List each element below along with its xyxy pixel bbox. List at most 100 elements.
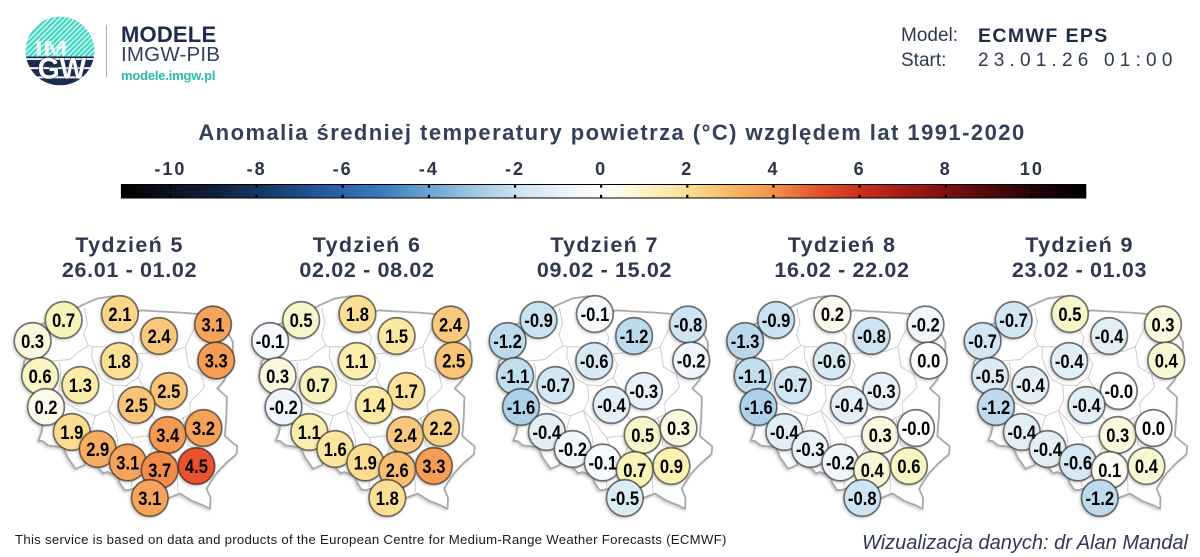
svg-text:-0.4: -0.4 [835,395,864,417]
svg-text:-0.7: -0.7 [999,310,1028,332]
svg-text:-0.9: -0.9 [762,310,791,332]
svg-text:1.9: 1.9 [60,422,83,444]
svg-text:-0.2: -0.2 [558,439,587,461]
svg-text:0.2: 0.2 [35,397,58,419]
svg-text:-0.2: -0.2 [269,397,298,419]
svg-text:1.1: 1.1 [345,351,368,373]
svg-text:0.3: 0.3 [869,425,892,447]
svg-text:0.5: 0.5 [1058,304,1081,326]
svg-text:-0.7: -0.7 [968,331,997,353]
svg-text:-1.2: -1.2 [982,397,1011,419]
svg-text:-0.0: -0.0 [902,418,931,440]
svg-text:0.4: 0.4 [1155,351,1178,373]
svg-text:0.3: 0.3 [667,418,690,440]
svg-text:0.6: 0.6 [897,456,920,478]
svg-text:1.8: 1.8 [346,304,369,326]
svg-text:2.5: 2.5 [442,351,465,373]
svg-text:-0.4: -0.4 [1008,422,1037,444]
svg-text:1.6: 1.6 [324,439,347,461]
svg-text:-0.1: -0.1 [589,453,618,475]
svg-text:3.1: 3.1 [116,453,139,475]
svg-text:3.1: 3.1 [138,488,161,510]
svg-text:-0.4: -0.4 [1055,351,1084,373]
svg-text:2.9: 2.9 [86,439,109,461]
svg-text:-1.3: -1.3 [731,331,760,353]
svg-text:3.4: 3.4 [156,425,179,447]
svg-text:0.4: 0.4 [861,460,884,482]
svg-text:-0.2: -0.2 [826,453,855,475]
svg-text:3.2: 3.2 [192,418,215,440]
svg-text:1.7: 1.7 [395,381,418,403]
svg-text:2.4: 2.4 [439,315,462,337]
svg-text:1.4: 1.4 [363,395,386,417]
svg-text:0.9: 0.9 [660,456,683,478]
svg-text:-0.4: -0.4 [597,395,626,417]
svg-text:1.9: 1.9 [354,453,377,475]
svg-text:-0.1: -0.1 [256,331,285,353]
svg-text:0.5: 0.5 [631,425,654,447]
svg-text:2.4: 2.4 [394,425,417,447]
svg-text:0.5: 0.5 [290,310,313,332]
svg-text:3.3: 3.3 [205,351,228,373]
svg-text:0.7: 0.7 [52,310,75,332]
svg-text:-1.2: -1.2 [1086,488,1115,510]
svg-text:0.4: 0.4 [1135,456,1158,478]
svg-text:1.3: 1.3 [69,375,92,397]
svg-text:0.0: 0.0 [917,351,940,373]
svg-text:-1.6: -1.6 [744,397,773,419]
svg-text:-0.8: -0.8 [848,488,877,510]
svg-text:0.2: 0.2 [821,304,844,326]
svg-text:-0.3: -0.3 [867,381,896,403]
svg-text:-0.4: -0.4 [533,422,562,444]
svg-text:-0.9: -0.9 [524,310,553,332]
svg-text:-1.1: -1.1 [738,366,767,388]
svg-text:-0.3: -0.3 [630,381,659,403]
svg-text:-1.1: -1.1 [501,366,530,388]
svg-text:1.8: 1.8 [108,351,131,373]
svg-text:0.3: 0.3 [1152,315,1175,337]
svg-text:-1.2: -1.2 [620,326,649,348]
svg-text:0.3: 0.3 [266,366,289,388]
svg-text:-0.6: -0.6 [817,351,846,373]
svg-text:-0.7: -0.7 [541,375,570,397]
svg-text:-0.5: -0.5 [611,488,640,510]
svg-text:-0.8: -0.8 [674,315,703,337]
svg-text:-0.8: -0.8 [857,326,886,348]
svg-text:0.0: 0.0 [1142,418,1165,440]
svg-text:1.8: 1.8 [376,488,399,510]
svg-text:-0.3: -0.3 [796,439,825,461]
svg-text:-0.1: -0.1 [581,304,610,326]
svg-text:-0.4: -0.4 [1072,395,1101,417]
svg-text:2.5: 2.5 [125,395,148,417]
svg-text:1.1: 1.1 [298,422,321,444]
svg-text:2.4: 2.4 [148,326,171,348]
svg-text:-1.2: -1.2 [493,331,522,353]
svg-text:-0.4: -0.4 [770,422,799,444]
svg-text:0.3: 0.3 [21,331,44,353]
svg-text:-0.2: -0.2 [677,351,706,373]
svg-text:-0.6: -0.6 [580,351,609,373]
svg-text:0.3: 0.3 [1106,425,1129,447]
svg-text:-0.6: -0.6 [1064,453,1093,475]
svg-text:-0.4: -0.4 [1033,439,1062,461]
svg-text:2.6: 2.6 [386,460,409,482]
svg-text:-0.4: -0.4 [1016,375,1045,397]
svg-text:4.5: 4.5 [185,456,208,478]
svg-text:2.5: 2.5 [157,381,180,403]
svg-text:0.1: 0.1 [1098,460,1121,482]
svg-text:2.1: 2.1 [108,304,131,326]
svg-text:1.5: 1.5 [385,326,408,348]
svg-text:2.2: 2.2 [430,418,453,440]
svg-text:-0.5: -0.5 [976,366,1005,388]
svg-text:0.7: 0.7 [306,375,329,397]
svg-text:3.1: 3.1 [202,315,225,337]
svg-text:0.6: 0.6 [29,366,52,388]
svg-text:-0.7: -0.7 [779,375,808,397]
svg-text:-0.4: -0.4 [1095,326,1124,348]
svg-text:3.3: 3.3 [422,456,445,478]
svg-text:-0.2: -0.2 [911,315,940,337]
svg-text:-1.6: -1.6 [507,397,536,419]
svg-text:-0.0: -0.0 [1105,381,1134,403]
svg-text:0.7: 0.7 [623,460,646,482]
svg-text:3.7: 3.7 [148,460,171,482]
